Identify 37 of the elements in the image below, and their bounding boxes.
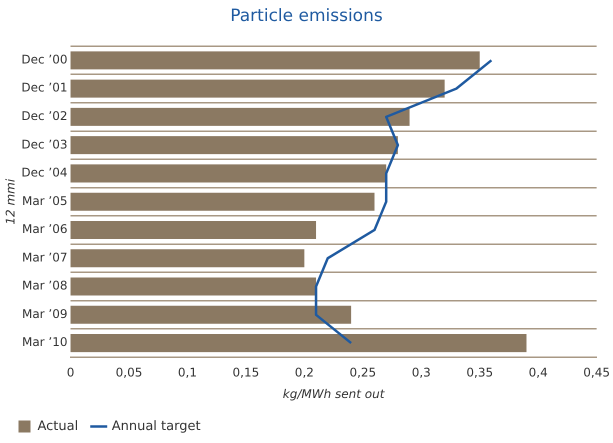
- bar: [70, 278, 316, 296]
- y-tick-label: Mar ’08: [22, 278, 68, 293]
- x-tick-label: 0,2: [294, 366, 314, 380]
- y-tick-label: Mar ’10: [22, 335, 68, 350]
- y-tick-label: Mar ’05: [22, 194, 68, 208]
- x-tick-label: 0,15: [232, 366, 260, 380]
- y-axis-title: 12 mmi: [3, 178, 18, 225]
- bar: [70, 80, 445, 98]
- x-axis-title: kg/MWh sent out: [282, 386, 386, 401]
- y-tick-label: Dec ’02: [21, 109, 68, 124]
- x-tick-label: 0,3: [412, 366, 431, 380]
- y-tick-label: Dec ’01: [21, 80, 68, 95]
- bar: [70, 136, 398, 154]
- y-tick-label: Mar ’07: [22, 250, 68, 264]
- x-tick-label: 0,05: [116, 366, 142, 380]
- x-tick-label: 0,25: [349, 366, 376, 380]
- y-tick-label: Dec ’04: [21, 166, 68, 180]
- bar: [70, 51, 480, 70]
- bar: [70, 249, 304, 268]
- x-tick-label: 0,1: [178, 366, 197, 380]
- legend-label: Annual target: [112, 418, 201, 434]
- bar: [70, 164, 386, 182]
- y-tick-label: Dec ’00: [21, 52, 68, 66]
- legend-label: Actual: [38, 418, 78, 434]
- x-tick-label: 0,4: [528, 366, 548, 380]
- bar: [70, 220, 316, 239]
- x-tick-label: 0: [66, 366, 74, 380]
- y-tick-label: Mar ’09: [22, 306, 68, 321]
- bar: [70, 192, 374, 211]
- bar: [70, 334, 526, 352]
- y-tick-label: Dec ’03: [21, 137, 68, 152]
- y-tick-label: Mar ’06: [22, 222, 68, 236]
- chart-title: Particle emissions: [229, 6, 384, 26]
- x-tick-label: 0,35: [466, 366, 494, 380]
- x-tick-label: 0,45: [583, 366, 610, 380]
- bar: [70, 108, 410, 126]
- bar: [70, 306, 352, 324]
